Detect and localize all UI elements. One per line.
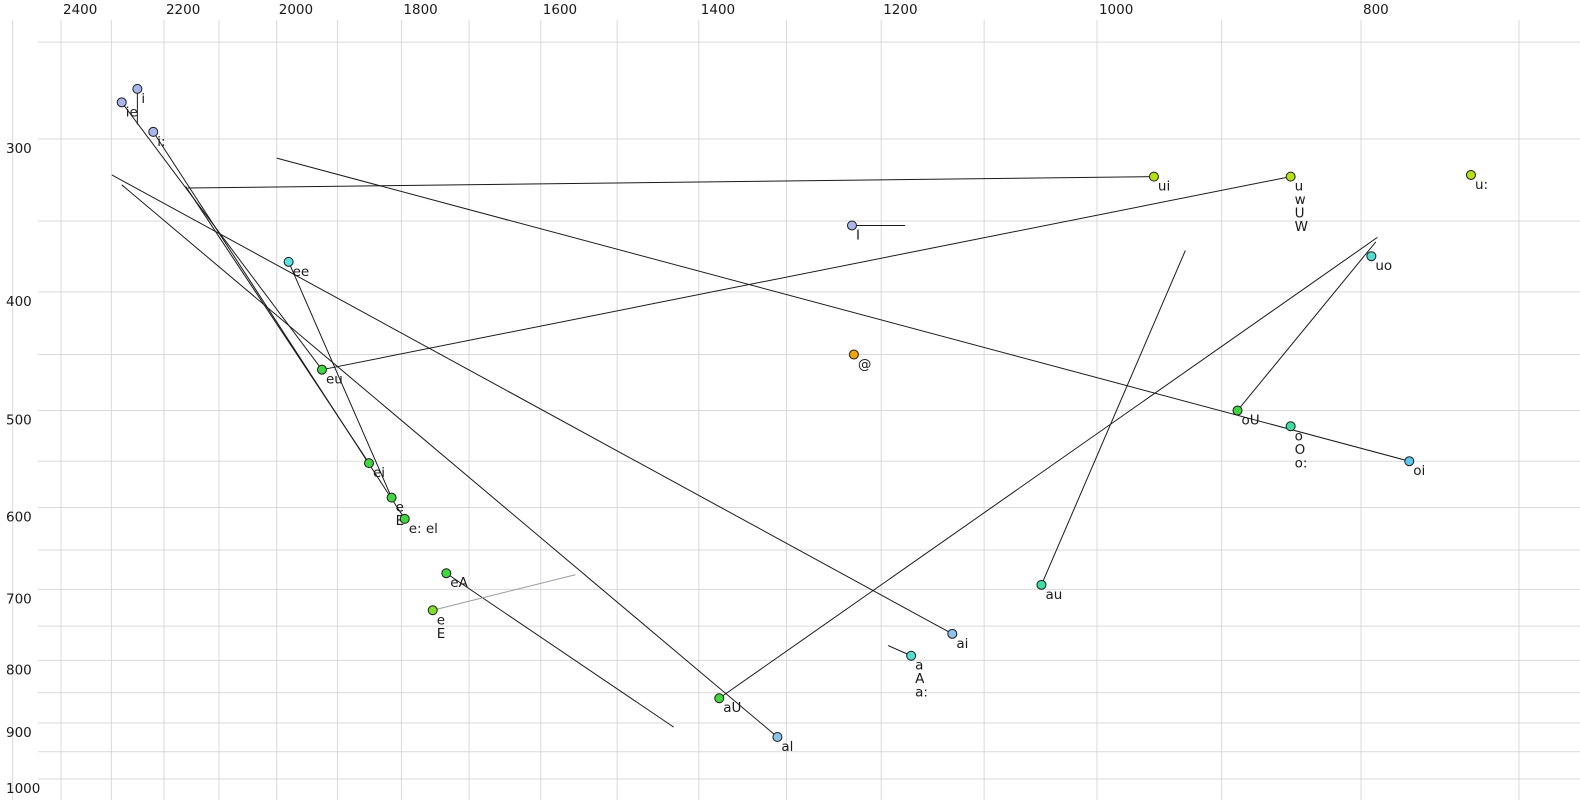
point-label-oi: oi [1413, 463, 1425, 479]
point-label-aU: aU [723, 700, 741, 716]
point-oU [1232, 405, 1243, 416]
point-label-u: u [1295, 179, 1304, 195]
y-tick-label: 900 [6, 725, 32, 741]
point-ai [947, 628, 958, 639]
point-label-E: E [396, 513, 405, 529]
point-label-a: a: [915, 685, 928, 701]
y-tick-label: 1000 [6, 781, 40, 797]
y-tick-label: 700 [6, 591, 32, 607]
point-label-e: e [437, 612, 445, 628]
x-tick-label: 2200 [166, 2, 200, 18]
point-ei [363, 458, 374, 469]
point-label-ai: ai [956, 636, 968, 652]
point-label-W: W [1295, 219, 1308, 235]
trajectory-ei [185, 186, 370, 464]
point-label-o: o: [1295, 455, 1308, 471]
point-uo [1366, 251, 1377, 262]
point-schwa [848, 349, 859, 360]
trajectory-ie [121, 102, 323, 370]
point-label-e: e [396, 500, 404, 516]
trajectory-eu [321, 176, 1291, 371]
point-ee [283, 256, 294, 267]
point-label-ui: ui [1158, 179, 1170, 195]
point-label-uo: uo [1375, 258, 1392, 274]
point-label-I: I [856, 227, 860, 243]
point-label-ei: ei [373, 465, 385, 481]
point-oi [1404, 456, 1415, 467]
trajectory-ee [288, 261, 393, 498]
trajectory-aU [718, 236, 1378, 699]
point-label-oU: oU [1241, 413, 1259, 429]
point-label-eA: eA [450, 575, 468, 591]
point-eu [316, 364, 327, 375]
point-eA [441, 568, 452, 579]
point-label-A: A [915, 671, 925, 687]
point-label-E: E [437, 626, 446, 642]
point-label-i: i: [157, 134, 165, 150]
x-tick-label: 1000 [1099, 2, 1133, 18]
trajectory-eA [446, 572, 674, 728]
trajectory-ai [111, 174, 953, 635]
y-tick-label: 400 [6, 294, 32, 310]
y-tick-label: 300 [6, 141, 32, 157]
point-oOo [1285, 421, 1296, 432]
point-label-u: u: [1475, 177, 1488, 193]
trajectory-ui [187, 176, 1154, 189]
point-label-o: o [1295, 428, 1303, 444]
trajectory-oU [1237, 241, 1377, 411]
x-tick-label: 1400 [701, 2, 735, 18]
point-ie [116, 97, 127, 108]
trajectory-eE [432, 574, 576, 611]
point-uwUW [1285, 171, 1296, 182]
point-i [148, 126, 159, 137]
point-label-eu: eu [326, 372, 343, 388]
point-label-au: au [1045, 587, 1062, 603]
point-label-U: U [1295, 206, 1305, 222]
point-label-ie: ie [126, 104, 138, 120]
x-tick-label: 2000 [279, 2, 313, 18]
point-i [132, 83, 143, 94]
point-label-a: a [915, 658, 923, 674]
point-label-w: w [1295, 192, 1306, 208]
y-tick-label: 800 [6, 662, 32, 678]
x-tick-label: 800 [1363, 2, 1389, 18]
point-label-O: O [1295, 442, 1306, 458]
point-label-al: al [781, 739, 793, 755]
point-eE [386, 492, 397, 503]
point-eE [427, 605, 438, 616]
point-label-schwa: @ [858, 357, 872, 373]
point-ui [1148, 171, 1159, 182]
y-tick-label: 600 [6, 509, 32, 525]
point-au [1036, 579, 1047, 590]
point-eel [399, 513, 410, 524]
point-al [772, 732, 783, 743]
y-tick-label: 500 [6, 413, 32, 429]
point-I [846, 220, 857, 231]
x-tick-label: 1600 [543, 2, 577, 18]
point-u [1465, 169, 1476, 180]
trajectory-au [1041, 250, 1186, 586]
point-label-i: i [141, 91, 145, 107]
trajectory-oi [276, 157, 1410, 462]
point-label-ee: ee [293, 264, 310, 280]
point-label-eel: e: el [409, 521, 438, 537]
trajectory-al [121, 184, 778, 738]
x-tick-label: 1200 [883, 2, 917, 18]
x-tick-label: 2400 [63, 2, 97, 18]
x-tick-label: 1800 [403, 2, 437, 18]
point-aU [714, 693, 725, 704]
point-aAa [906, 650, 917, 661]
